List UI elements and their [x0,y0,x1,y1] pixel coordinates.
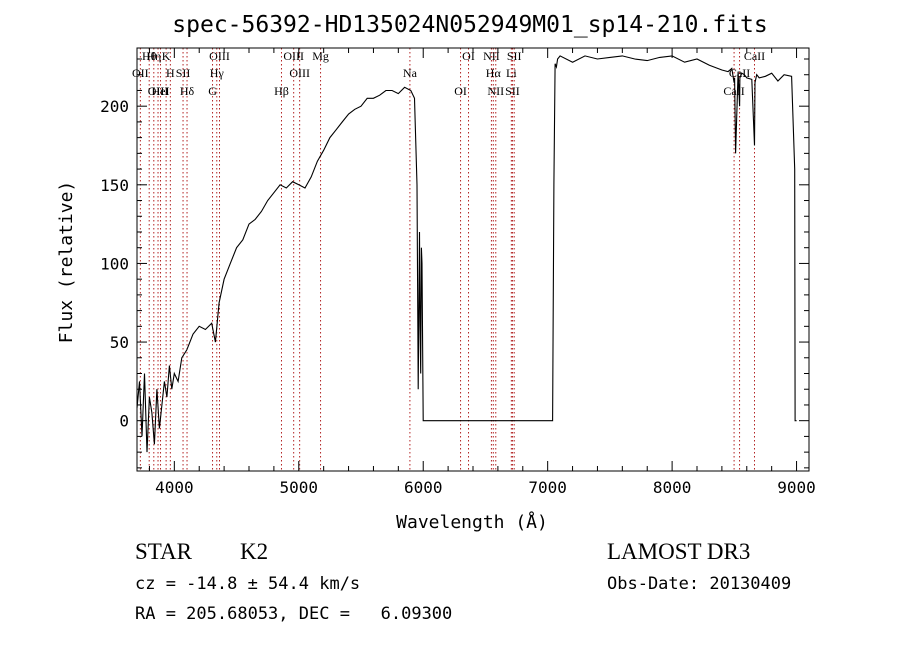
spectral-line-label: OI [454,84,467,98]
spectral-line-label: OI [462,49,475,63]
obs-date: Obs-Date: 20130409 [607,574,792,594]
spectral-line-label: SII [505,84,520,98]
x-tick-label: 9000 [777,478,816,497]
spectral-line-label: Na [403,66,418,80]
x-axis-label: Wavelength (Å) [396,511,548,533]
y-axis-label: Flux (relative) [56,181,77,344]
ra-dec-coordinates: RA = 205.68053, DEC = 6.09300 [135,604,453,624]
spectrum-series-line [136,55,797,453]
y-tick-label: 50 [110,333,129,352]
spectral-line-label: OIII [283,49,304,63]
cz-value: cz = -14.8 ± 54.4 km/s [135,574,361,594]
spectral-line-label: K [162,49,171,63]
spectral-line-label: OII [132,66,149,80]
spectral-line-label: SII [507,49,522,63]
spectral-line-labels: HθOIIOIIIKHHeIHηSIIHδOIIIHγGOIIIOIIIHβMg… [132,49,765,98]
spectral-line-label: H [166,66,175,80]
spectral-line-label: SII [176,66,191,80]
spectral-line-label: Hη [146,49,161,63]
subclass-label: K2 [240,539,269,564]
spectral-line-label: Hβ [274,84,289,98]
spectral-line-label: OIII [209,49,230,63]
spectral-line-label: Hθ [142,49,157,63]
x-tick-label: 7000 [528,478,567,497]
x-tick-label: 5000 [280,478,319,497]
spectral-line-label: CaII [729,66,750,80]
spectral-line-label: OIII [148,84,169,98]
spectral-line-label: HeI [152,84,170,98]
spectral-line-label: CaII [723,84,744,98]
chart-title: spec-56392-HD135024N052949M01_sp14-210.f… [172,12,767,38]
spectral-line-label: CaII [744,49,765,63]
y-tick-label: 150 [100,176,129,195]
y-tick-label: 100 [100,254,129,273]
spectral-line-label: NII [487,84,504,98]
x-tick-label: 4000 [155,478,194,497]
spectral-line-label: Li [506,66,517,80]
y-axis: 0 50 100 150 200 [100,58,809,469]
spectral-line-markers [139,48,755,471]
class-label: STAR [135,539,192,564]
x-axis: 4000 5000 6000 7000 8000 9000 [148,48,816,497]
spectral-line-label: NII [483,49,500,63]
survey-label: LAMOST DR3 [607,539,751,564]
plot-frame [136,47,810,472]
spectral-line-label: Hδ [180,84,195,98]
spectral-line-label: G [208,84,217,98]
spectral-line-label: OIII [289,66,310,80]
x-tick-label: 6000 [404,478,443,497]
spectral-line-label: Hγ [210,66,225,80]
y-tick-label: 200 [100,97,129,116]
spectral-line-label: Hα [486,66,502,80]
y-tick-label: 0 [119,412,129,431]
spectral-line-label: Mg [312,49,329,63]
x-tick-label: 8000 [653,478,692,497]
